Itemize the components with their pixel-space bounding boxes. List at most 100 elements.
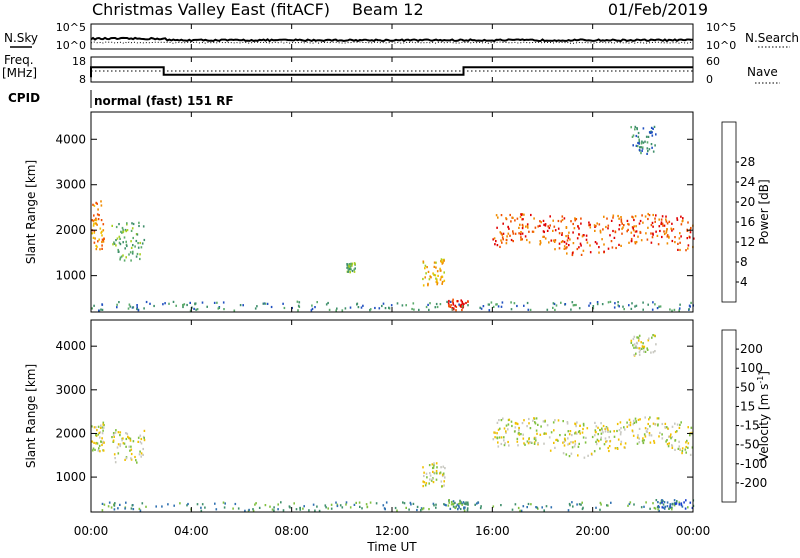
echo-cell: [530, 441, 533, 444]
echo-cell: [663, 232, 666, 236]
echo-cell: [642, 141, 645, 144]
echo-cell: [640, 341, 642, 344]
range-tick-label: 2000: [55, 426, 86, 440]
echo-cell: [426, 266, 428, 269]
echo-cell: [101, 244, 103, 247]
echo-cell: [117, 507, 119, 510]
echo-cell: [599, 501, 602, 504]
echo-cell: [351, 269, 354, 273]
echo-cell: [502, 232, 505, 235]
echo-cell: [687, 442, 690, 445]
echo-cell: [670, 437, 672, 440]
echo-cell: [620, 427, 622, 430]
echo-cell: [384, 508, 386, 511]
echo-cell: [628, 241, 630, 244]
echo-cell: [115, 429, 117, 432]
echo-cell: [641, 140, 643, 143]
echo-cell: [638, 334, 641, 337]
echo-cell: [507, 423, 510, 426]
echo-cell: [652, 127, 654, 130]
echo-cell: [216, 301, 218, 304]
plot-title: Christmas Valley East (fitACF): [92, 0, 330, 19]
echo-cell: [93, 241, 96, 244]
echo-cell: [651, 131, 653, 134]
noise-right-tick-bottom: 10^0: [706, 39, 736, 52]
echo-cell: [115, 225, 118, 229]
echo-cell: [139, 257, 141, 261]
echo-cell: [678, 501, 681, 504]
echo-cell: [634, 230, 637, 233]
echo-cell: [557, 227, 560, 230]
echo-cell: [505, 239, 508, 242]
echo-cell: [568, 442, 571, 445]
echo-cell: [645, 430, 648, 433]
echo-cell: [580, 222, 582, 225]
echo-cell: [650, 241, 653, 244]
echo-cell: [588, 304, 590, 307]
echo-cell: [429, 472, 431, 475]
echo-cell: [661, 422, 664, 426]
echo-cell: [613, 430, 615, 433]
echo-cell: [92, 447, 95, 450]
echo-cell: [614, 447, 617, 450]
echo-cell: [175, 304, 177, 307]
echo-cell: [401, 304, 404, 307]
echo-cell: [141, 502, 144, 505]
echo-cell: [550, 239, 553, 242]
echo-cell: [142, 447, 144, 451]
echo-cell: [439, 303, 442, 306]
echo-cell: [636, 442, 639, 445]
echo-cell: [495, 214, 498, 217]
echo-cell: [629, 501, 632, 504]
colorbar-frame: [721, 121, 737, 303]
echo-cell: [458, 303, 460, 306]
echo-cell: [614, 302, 616, 305]
echo-cell: [223, 308, 225, 311]
echo-cell: [378, 307, 381, 310]
echo-cell: [598, 223, 601, 226]
echo-cell: [644, 140, 646, 143]
echo-cell: [553, 429, 555, 432]
date-label: 01/Feb/2019: [608, 0, 708, 19]
echo-cell: [638, 350, 641, 354]
echo-cell: [435, 470, 438, 473]
echo-cell: [117, 452, 120, 455]
echo-cell: [461, 302, 464, 305]
echo-cell: [455, 309, 457, 312]
echo-cell: [550, 431, 553, 434]
echo-cell: [637, 235, 639, 238]
echo-cell: [248, 508, 250, 511]
echo-cell: [666, 505, 669, 508]
echo-cell: [639, 418, 641, 421]
echo-cell: [125, 432, 127, 435]
echo-cell: [650, 131, 652, 134]
echo-cell: [448, 299, 450, 303]
echo-cell: [450, 503, 453, 506]
echo-cell: [451, 308, 454, 311]
echo-cell: [456, 503, 459, 506]
echo-cell: [505, 430, 507, 433]
echo-cell: [97, 449, 100, 452]
echo-cell: [653, 506, 656, 510]
echo-cell: [623, 446, 626, 449]
echo-cell: [131, 227, 134, 230]
echo-cell: [113, 504, 116, 507]
echo-cell: [422, 480, 424, 483]
echo-cell: [607, 430, 609, 433]
echo-cell: [573, 445, 576, 448]
echo-cell: [143, 436, 145, 440]
echo-cell: [647, 422, 649, 426]
echo-cell: [655, 343, 657, 346]
echo-cell: [577, 445, 580, 448]
echo-cell: [92, 219, 95, 223]
echo-cell: [423, 481, 426, 484]
echo-cell: [661, 235, 663, 239]
echo-cell: [520, 231, 522, 234]
echo-cell: [441, 473, 444, 476]
echo-cell: [612, 216, 614, 219]
echo-cell: [102, 423, 104, 426]
echo-cell: [396, 302, 399, 305]
echo-cell: [311, 307, 314, 310]
echo-cell: [689, 231, 692, 234]
echo-cell: [655, 230, 657, 233]
